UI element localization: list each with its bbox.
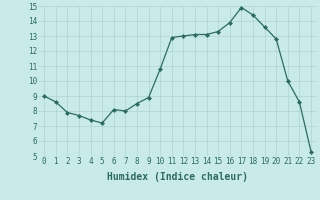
X-axis label: Humidex (Indice chaleur): Humidex (Indice chaleur)	[107, 172, 248, 182]
